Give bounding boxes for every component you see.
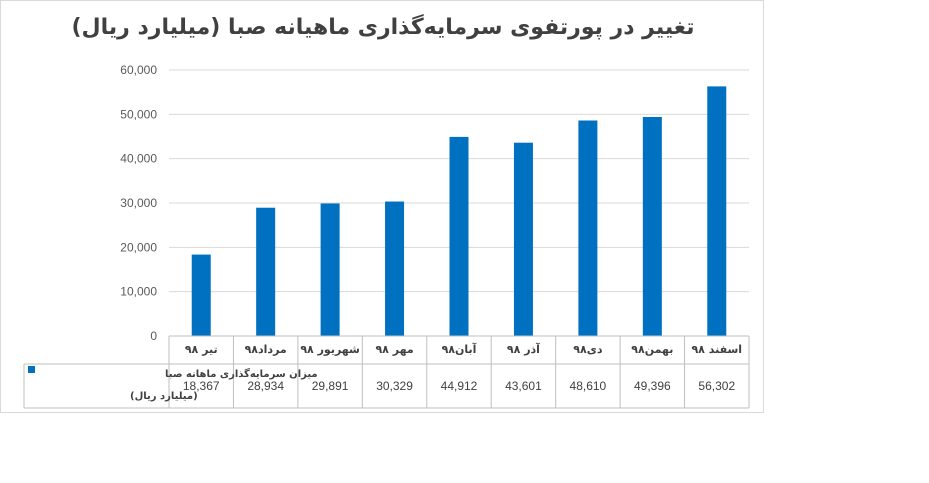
bar [191,254,211,336]
bar-chart: 0 10,000 20,000 30,000 40,000 50,000 60,000 تی… [23,63,750,409]
bar [578,120,598,336]
data-value-label: 44,912 [441,379,478,393]
y-tick-label: 60,000 [120,63,157,77]
data-value-label: 18,367 [183,379,220,393]
category-label: دی۹۸ [573,343,603,356]
data-value-label: 56,302 [698,379,735,393]
y-tick-label: 0 [150,329,157,343]
chart-title: تغییر در پورتفوی سرمایه‌گذاری ماهیانه صب… [71,15,695,40]
y-tick-label: 20,000 [120,240,157,254]
category-label: شهریور ۹۸ [300,343,360,356]
bar [385,201,405,336]
legend-label-unit: (میلیارد ریال) [130,391,198,402]
category-label: آبان۹۸ [442,342,477,356]
data-value-label: 43,601 [505,379,542,393]
category-label: مهر ۹۸ [375,343,413,356]
data-value-label: 49,396 [634,379,671,393]
category-label: تیر ۹۸ [185,343,218,356]
chart-frame: تغییر در پورتفوی سرمایه‌گذاری ماهیانه صب… [0,0,764,413]
data-value-label: 29,891 [312,379,349,393]
y-tick-label: 50,000 [120,107,157,121]
y-tick-label: 10,000 [120,285,157,299]
bars [191,86,727,336]
bar [449,136,469,336]
bar [320,203,340,336]
category-label: اسفند ۹۸ [691,343,742,356]
bar [513,142,533,336]
y-axis-ticks: 0 10,000 20,000 30,000 40,000 50,000 60,000 [120,63,157,343]
data-value-label: 28,934 [247,379,284,393]
bar [256,207,276,336]
y-tick-label: 30,000 [120,196,157,210]
bar [707,86,727,336]
category-label: آذر ۹۸ [507,342,540,356]
y-tick-label: 40,000 [120,152,157,166]
legend-swatch [28,366,35,373]
category-label: بهمن۹۸ [631,343,673,356]
category-label: مرداد۹۸ [245,343,287,356]
data-value-label: 30,329 [376,379,413,393]
bar [642,117,662,336]
legend-label: میزان سرمایه‌گذاری ماهانه صبا [165,367,318,380]
data-value-label: 48,610 [570,379,607,393]
data-table: تیر ۹۸ مرداد۹۸ شهریور ۹۸ مهر ۹۸ آبان۹۸ آذر ۹۸… [23,335,750,409]
